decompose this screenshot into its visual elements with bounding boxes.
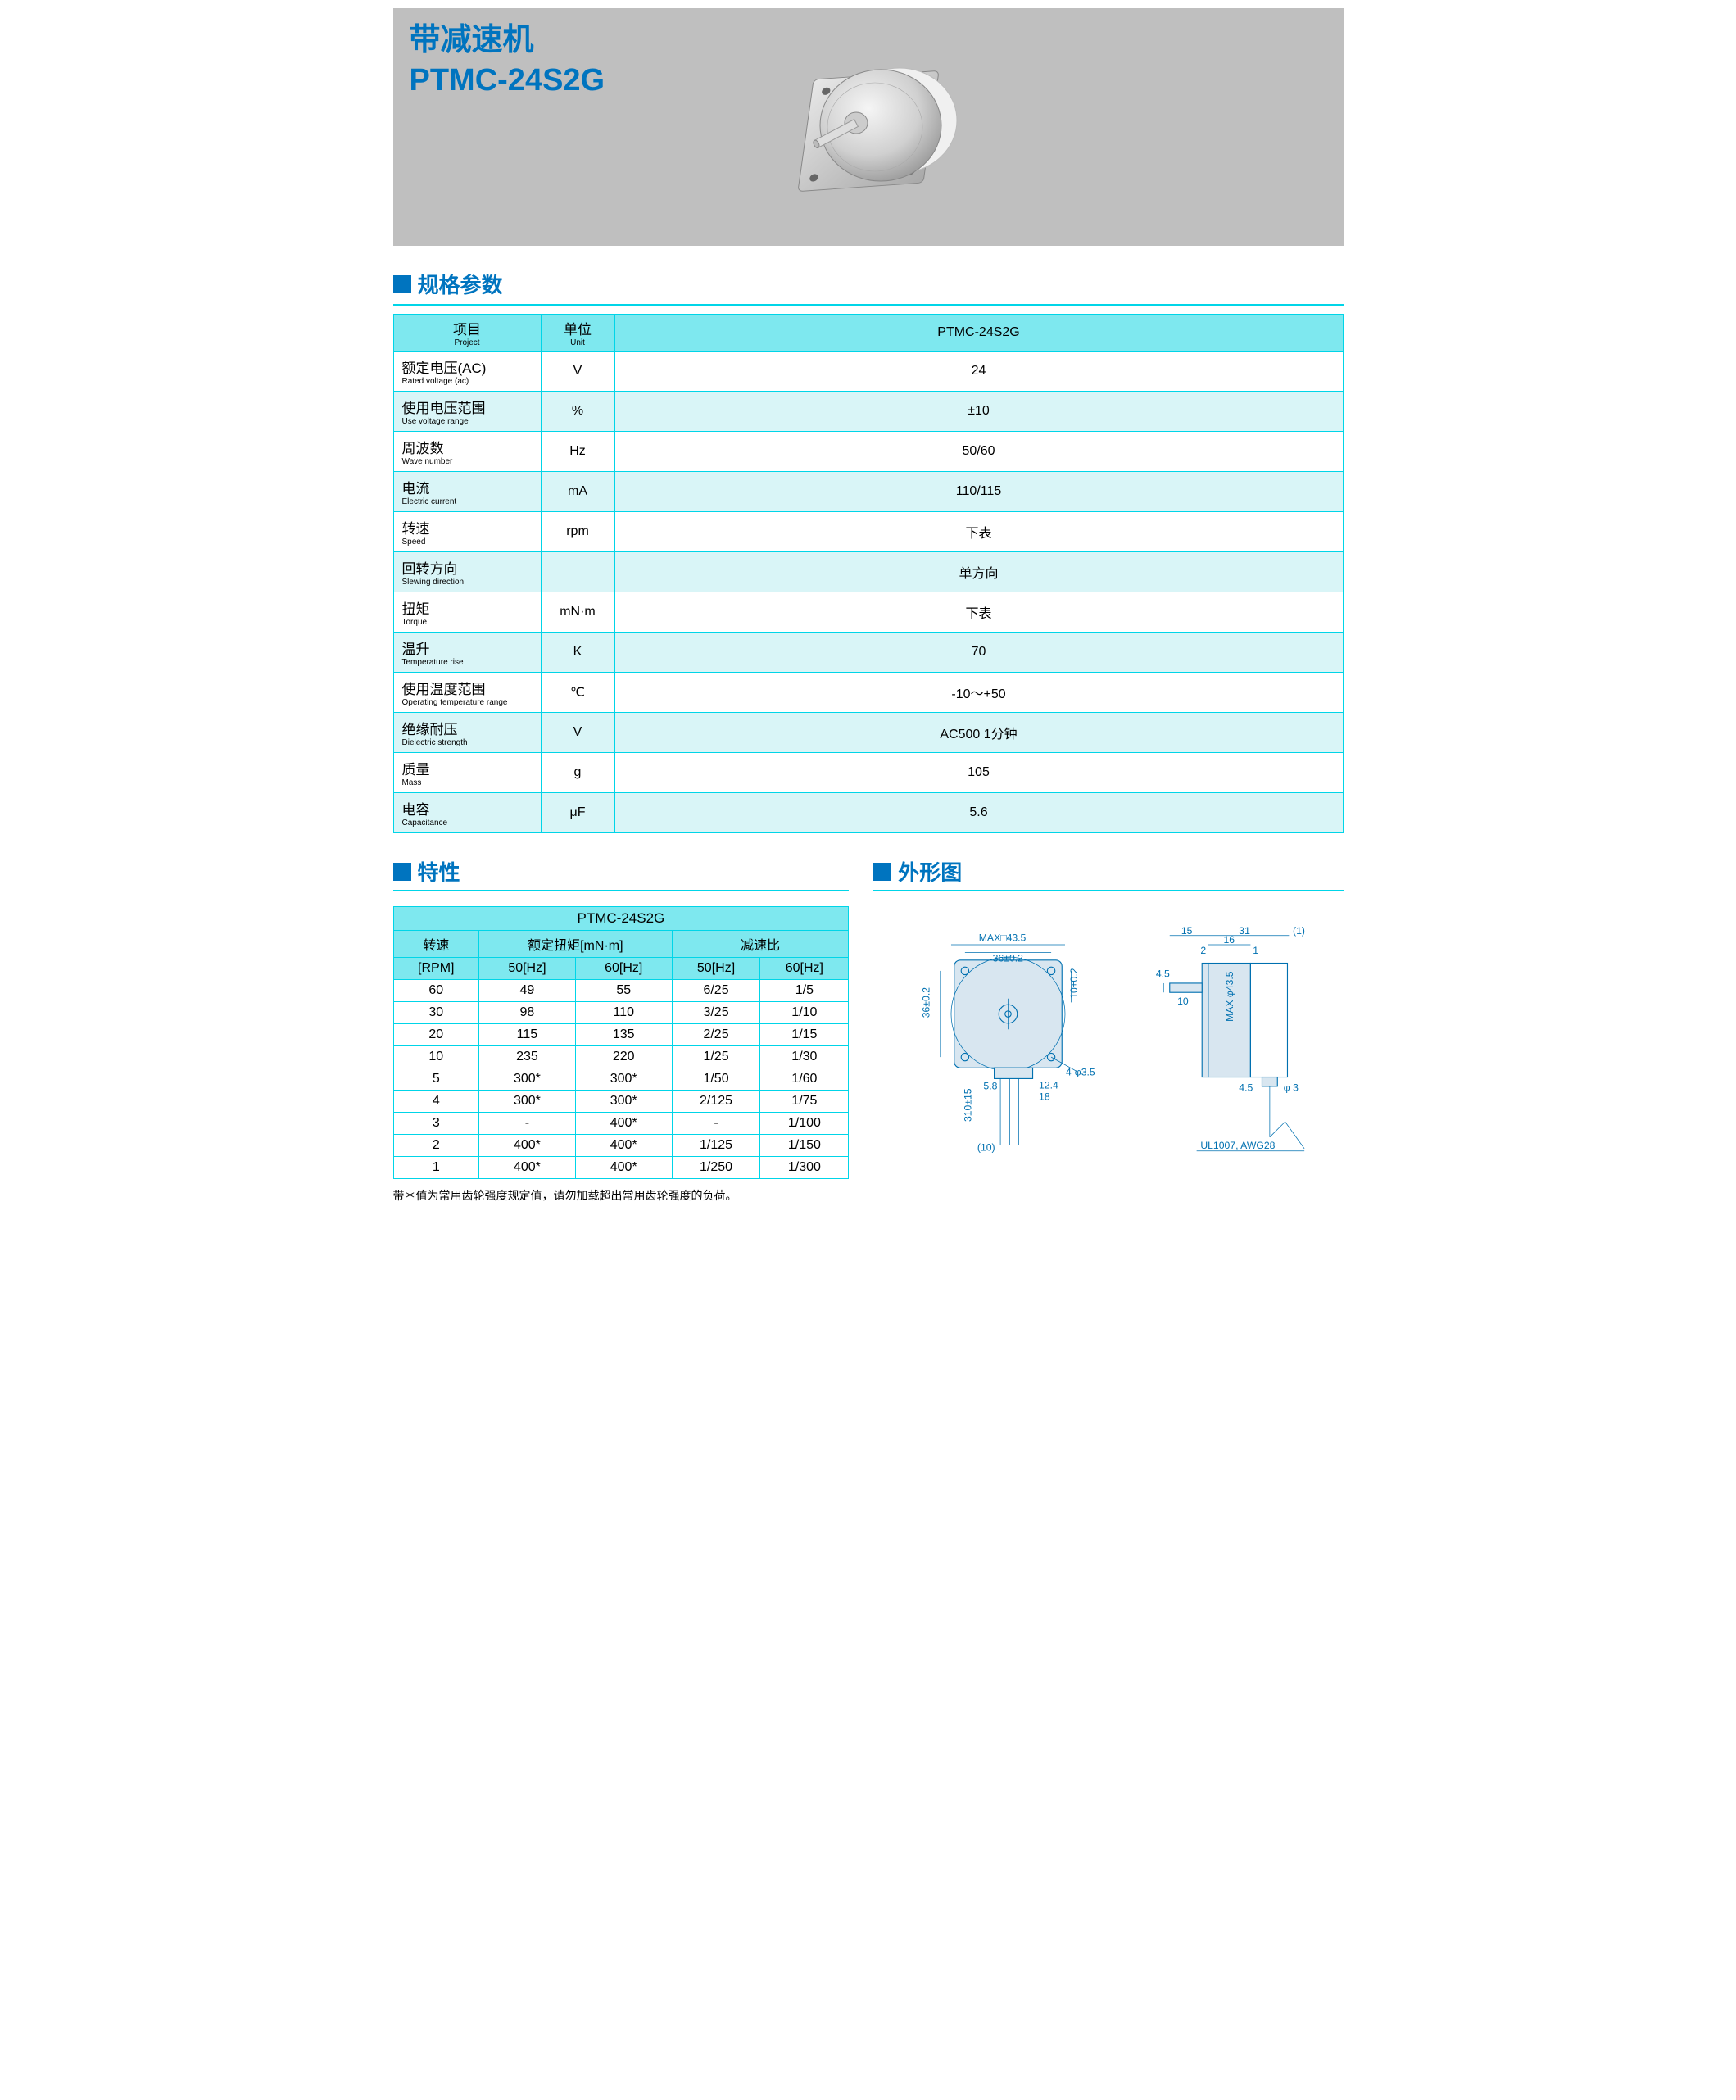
spec-table: 项目Project 单位Unit PTMC-24S2G 额定电压(AC)Rate… <box>393 314 1344 833</box>
table-row: 电容CapacitanceμF5.6 <box>393 793 1343 833</box>
svg-text:1: 1 <box>1253 945 1259 956</box>
svg-text:(10): (10) <box>977 1142 995 1154</box>
svg-text:UL1007, AWG28: UL1007, AWG28 <box>1201 1140 1276 1151</box>
table-row: 额定电压(AC)Rated voltage (ac)V24 <box>393 352 1343 392</box>
section-marker-icon <box>393 863 411 881</box>
table-row: 温升Temperature riseK70 <box>393 633 1343 673</box>
svg-text:10±0.2: 10±0.2 <box>1068 968 1080 998</box>
svg-text:(1): (1) <box>1293 925 1305 937</box>
table-row: 5300*300*1/501/60 <box>393 1068 849 1091</box>
table-row: 30981103/251/10 <box>393 1002 849 1024</box>
table-row: 3-400*-1/100 <box>393 1113 849 1135</box>
table-row: 使用温度范围Operating temperature range℃-10～+5… <box>393 673 1343 713</box>
spec-heading: 规格参数 <box>418 269 503 299</box>
table-row: 102352201/251/30 <box>393 1046 849 1068</box>
table-row: 转速Speedrpm下表 <box>393 512 1343 552</box>
product-title-line1: 带减速机 <box>410 20 605 61</box>
svg-text:18: 18 <box>1039 1091 1050 1103</box>
table-row: 周波数Wave numberHz50/60 <box>393 432 1343 472</box>
char-title: PTMC-24S2G <box>393 907 849 931</box>
char-table: PTMC-24S2G 转速 额定扭矩[mN·m] 减速比 [RPM] 50[Hz… <box>393 906 850 1179</box>
section-marker-icon <box>873 863 891 881</box>
svg-text:12.4: 12.4 <box>1039 1080 1058 1091</box>
svg-text:4.5: 4.5 <box>1240 1082 1253 1093</box>
table-row: 使用电压范围Use voltage range%±10 <box>393 392 1343 432</box>
product-photo <box>754 20 983 234</box>
dimension-drawing: MAX□43.5 36±0.2 36±0.2 10±0.2 4-φ3.5 <box>873 906 1343 1164</box>
table-row: 回转方向Slewing direction单方向 <box>393 552 1343 592</box>
svg-text:36±0.2: 36±0.2 <box>993 953 1023 964</box>
table-row: 电流Electric currentmA110/115 <box>393 472 1343 512</box>
svg-text:4.5: 4.5 <box>1156 968 1170 979</box>
table-row: 1400*400*1/2501/300 <box>393 1157 849 1179</box>
col-project: 项目 <box>402 318 533 338</box>
svg-text:MAX□43.5: MAX□43.5 <box>979 932 1027 943</box>
svg-text:φ 3: φ 3 <box>1284 1082 1299 1093</box>
svg-text:10: 10 <box>1177 996 1189 1007</box>
col-unit: 单位 <box>550 318 606 338</box>
dim-heading: 外形图 <box>898 856 962 887</box>
svg-text:16: 16 <box>1224 934 1235 946</box>
hero-banner: 带减速机 PTMC-24S2G <box>393 8 1344 246</box>
table-row: 4300*300*2/1251/75 <box>393 1091 849 1113</box>
table-row: 扭矩TorquemN·m下表 <box>393 592 1343 633</box>
section-marker-icon <box>393 275 411 293</box>
svg-text:15: 15 <box>1181 925 1193 937</box>
table-row: 201151352/251/15 <box>393 1024 849 1046</box>
char-h-ratio: 减速比 <box>672 931 849 958</box>
table-row: 2400*400*1/1251/150 <box>393 1135 849 1157</box>
svg-text:310±15: 310±15 <box>963 1088 974 1122</box>
svg-text:2: 2 <box>1201 945 1207 956</box>
table-row: 6049556/251/5 <box>393 980 849 1002</box>
char-footnote: 带＊值为常用齿轮强度规定值，请勿加载超出常用齿轮强度的负荷。 <box>393 1187 850 1204</box>
svg-text:5.8: 5.8 <box>984 1081 998 1092</box>
char-h-speed: 转速 <box>393 931 479 958</box>
char-h-torque: 额定扭矩[mN·m] <box>479 931 673 958</box>
spec-section: 规格参数 项目Project 单位Unit PTMC-24S2G 额定电压(AC… <box>393 269 1344 833</box>
product-title-line2: PTMC-24S2G <box>410 61 605 101</box>
char-heading: 特性 <box>418 856 460 887</box>
table-row: 绝缘耐压Dielectric strengthVAC500 1分钟 <box>393 713 1343 753</box>
col-model: PTMC-24S2G <box>614 315 1343 352</box>
svg-text:36±0.2: 36±0.2 <box>921 987 932 1018</box>
svg-text:4-φ3.5: 4-φ3.5 <box>1066 1067 1095 1078</box>
svg-text:MAX φ43.5: MAX φ43.5 <box>1224 971 1235 1022</box>
svg-text:31: 31 <box>1240 925 1251 937</box>
table-row: 质量Massg105 <box>393 753 1343 793</box>
